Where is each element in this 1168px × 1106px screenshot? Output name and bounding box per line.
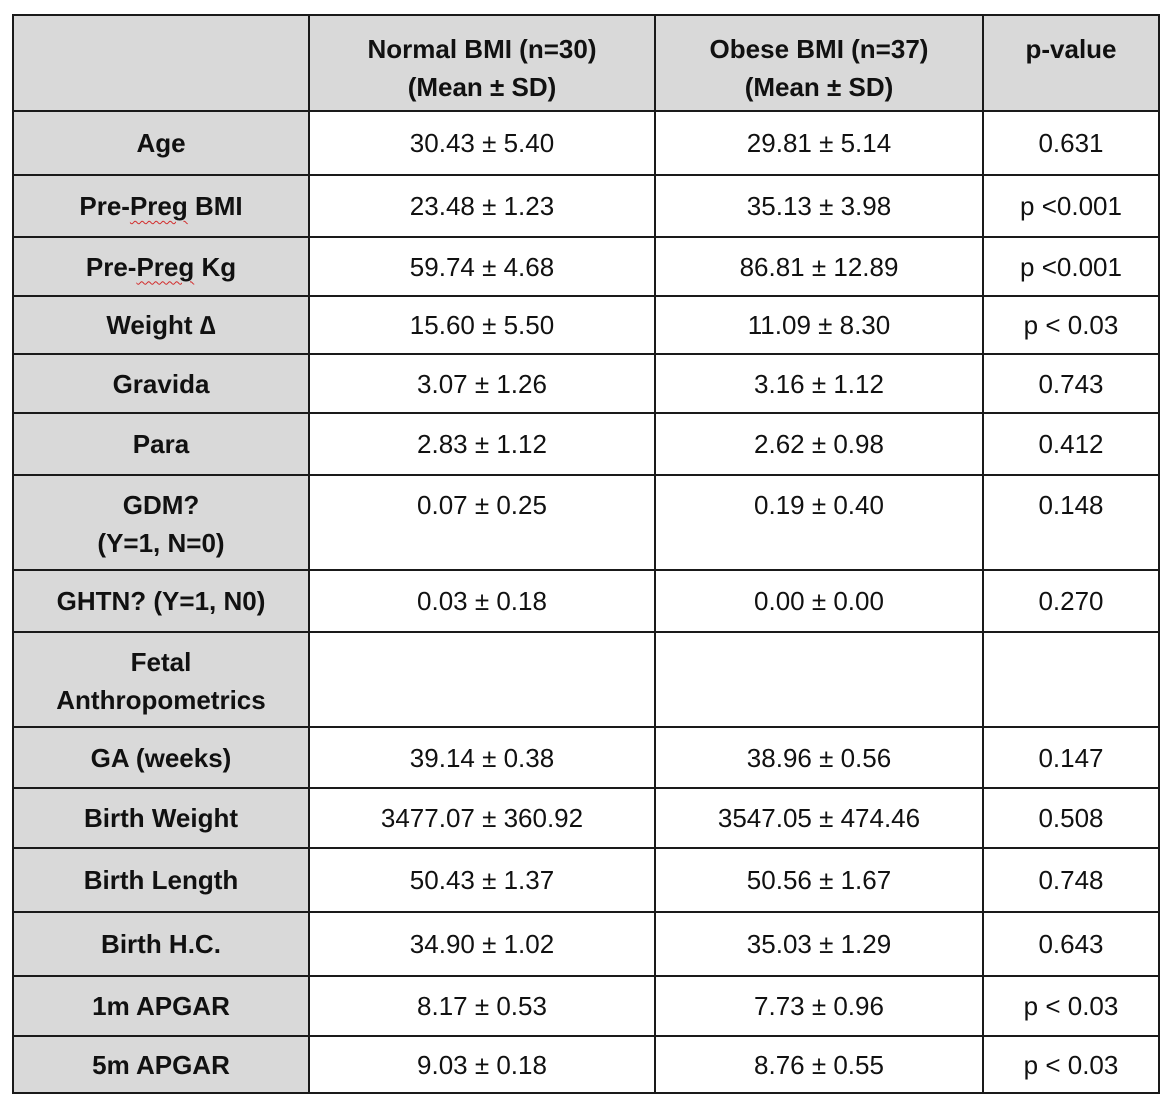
cell-obese: 0.00 ± 0.00 xyxy=(654,569,984,633)
row-label-line2: (Y=1, N=0) xyxy=(97,528,225,558)
cell-normal: 8.17 ± 0.53 xyxy=(308,975,656,1037)
row-label-suffix: Kg xyxy=(194,251,237,282)
table-row-para: Para 2.83 ± 1.12 2.62 ± 0.98 0.412 xyxy=(12,412,1160,476)
cell-normal: 23.48 ± 1.23 xyxy=(308,174,656,238)
cell-obese: 7.73 ± 0.96 xyxy=(654,975,984,1037)
cell-obese: 35.13 ± 3.98 xyxy=(654,174,984,238)
table-row-gravida: Gravida 3.07 ± 1.26 3.16 ± 1.12 0.743 xyxy=(12,353,1160,414)
header-obese-bmi: Obese BMI (n=37) (Mean ± SD) xyxy=(654,14,984,112)
row-label: 1m APGAR xyxy=(12,975,310,1037)
header-row: Normal BMI (n=30) (Mean ± SD) Obese BMI … xyxy=(12,14,1160,112)
row-label: Birth Weight xyxy=(12,787,310,849)
row-label: Age xyxy=(12,110,310,176)
cell-p-value: p <0.001 xyxy=(982,174,1160,238)
row-label: Birth H.C. xyxy=(12,911,310,977)
cell-obese: 29.81 ± 5.14 xyxy=(654,110,984,176)
row-label-line1: GDM? xyxy=(122,490,200,520)
cell-normal: 39.14 ± 0.38 xyxy=(308,726,656,789)
header-obese-subtitle: (Mean ± SD) xyxy=(744,72,894,102)
cell-p-value: p < 0.03 xyxy=(982,295,1160,355)
table-row-fetal-anthropometrics: Fetal Anthropometrics xyxy=(12,631,1160,728)
spellcheck-flagged-word: Preg xyxy=(136,251,195,282)
cell-obese: 86.81 ± 12.89 xyxy=(654,236,984,297)
row-label-line1: Fetal xyxy=(130,647,192,677)
row-label: Pre-Preg BMI xyxy=(12,174,310,238)
row-label: Birth Length xyxy=(12,847,310,913)
cell-obese: 35.03 ± 1.29 xyxy=(654,911,984,977)
header-normal-subtitle: (Mean ± SD) xyxy=(407,72,557,102)
row-label-prefix: Pre- xyxy=(79,191,130,221)
cell-p-value: 0.748 xyxy=(982,847,1160,913)
header-p-value: p-value xyxy=(982,14,1160,112)
header-obese-title: Obese BMI (n=37) xyxy=(709,34,929,64)
cell-p-value: p < 0.03 xyxy=(982,975,1160,1037)
row-label: Gravida xyxy=(12,353,310,414)
header-normal-title: Normal BMI (n=30) xyxy=(367,34,597,64)
bmi-comparison-table: Normal BMI (n=30) (Mean ± SD) Obese BMI … xyxy=(12,14,1160,1094)
row-label: Weight ∆ xyxy=(12,295,310,355)
table-row-birth-length: Birth Length 50.43 ± 1.37 50.56 ± 1.67 0… xyxy=(12,847,1160,913)
table-row-weight-change: Weight ∆ 15.60 ± 5.50 11.09 ± 8.30 p < 0… xyxy=(12,295,1160,355)
cell-p-value: 0.508 xyxy=(982,787,1160,849)
row-label: GA (weeks) xyxy=(12,726,310,789)
cell-normal: 9.03 ± 0.18 xyxy=(308,1035,656,1094)
cell-obese: 8.76 ± 0.55 xyxy=(654,1035,984,1094)
cell-p-value: 0.631 xyxy=(982,110,1160,176)
table-row-ghtn: GHTN? (Y=1, N0) 0.03 ± 0.18 0.00 ± 0.00 … xyxy=(12,569,1160,633)
cell-normal: 34.90 ± 1.02 xyxy=(308,911,656,977)
cell-obese: 3547.05 ± 474.46 xyxy=(654,787,984,849)
row-label: 5m APGAR xyxy=(12,1035,310,1094)
cell-normal: 3477.07 ± 360.92 xyxy=(308,787,656,849)
row-label: Fetal Anthropometrics xyxy=(12,631,310,728)
cell-obese: 2.62 ± 0.98 xyxy=(654,412,984,476)
cell-p-value: 0.148 xyxy=(982,474,1160,571)
header-corner-cell xyxy=(12,14,310,112)
row-label-line2: Anthropometrics xyxy=(56,685,266,715)
table-row-gdm: GDM? (Y=1, N=0) 0.07 ± 0.25 0.19 ± 0.40 … xyxy=(12,474,1160,571)
cell-normal: 59.74 ± 4.68 xyxy=(308,236,656,297)
cell-normal: 0.03 ± 0.18 xyxy=(308,569,656,633)
cell-normal: 2.83 ± 1.12 xyxy=(308,412,656,476)
cell-normal: 30.43 ± 5.40 xyxy=(308,110,656,176)
cell-p-value: 0.270 xyxy=(982,569,1160,633)
cell-normal xyxy=(308,631,656,728)
row-label-suffix: BMI xyxy=(187,191,243,221)
row-label: Para xyxy=(12,412,310,476)
cell-p-value: 0.643 xyxy=(982,911,1160,977)
header-normal-bmi: Normal BMI (n=30) (Mean ± SD) xyxy=(308,14,656,112)
cell-p-value: p < 0.03 xyxy=(982,1035,1160,1094)
cell-normal: 0.07 ± 0.25 xyxy=(308,474,656,571)
cell-obese: 3.16 ± 1.12 xyxy=(654,353,984,414)
cell-p-value: 0.743 xyxy=(982,353,1160,414)
table-row-birth-hc: Birth H.C. 34.90 ± 1.02 35.03 ± 1.29 0.6… xyxy=(12,911,1160,977)
cell-obese xyxy=(654,631,984,728)
cell-obese: 50.56 ± 1.67 xyxy=(654,847,984,913)
cell-obese: 11.09 ± 8.30 xyxy=(654,295,984,355)
cell-obese: 0.19 ± 0.40 xyxy=(654,474,984,571)
spellcheck-flagged-word: Preg xyxy=(129,191,188,221)
table-row-1m-apgar: 1m APGAR 8.17 ± 0.53 7.73 ± 0.96 p < 0.0… xyxy=(12,975,1160,1037)
cell-normal: 50.43 ± 1.37 xyxy=(308,847,656,913)
table-row-birth-weight: Birth Weight 3477.07 ± 360.92 3547.05 ± … xyxy=(12,787,1160,849)
table-row-age: Age 30.43 ± 5.40 29.81 ± 5.14 0.631 xyxy=(12,110,1160,176)
row-label: Pre-Preg Kg xyxy=(12,236,310,297)
cell-p-value: 0.412 xyxy=(982,412,1160,476)
row-label-prefix: Pre- xyxy=(85,251,137,282)
cell-p-value xyxy=(982,631,1160,728)
cell-normal: 15.60 ± 5.50 xyxy=(308,295,656,355)
row-label: GHTN? (Y=1, N0) xyxy=(12,569,310,633)
table-row-ga-weeks: GA (weeks) 39.14 ± 0.38 38.96 ± 0.56 0.1… xyxy=(12,726,1160,789)
table-row-pre-preg-kg: Pre-Preg Kg 59.74 ± 4.68 86.81 ± 12.89 p… xyxy=(12,236,1160,297)
row-label: GDM? (Y=1, N=0) xyxy=(12,474,310,571)
cell-p-value: 0.147 xyxy=(982,726,1160,789)
table-row-5m-apgar: 5m APGAR 9.03 ± 0.18 8.76 ± 0.55 p < 0.0… xyxy=(12,1035,1160,1094)
cell-p-value: p <0.001 xyxy=(982,236,1160,297)
cell-normal: 3.07 ± 1.26 xyxy=(308,353,656,414)
cell-obese: 38.96 ± 0.56 xyxy=(654,726,984,789)
table-row-pre-preg-bmi: Pre-Preg BMI 23.48 ± 1.23 35.13 ± 3.98 p… xyxy=(12,174,1160,238)
